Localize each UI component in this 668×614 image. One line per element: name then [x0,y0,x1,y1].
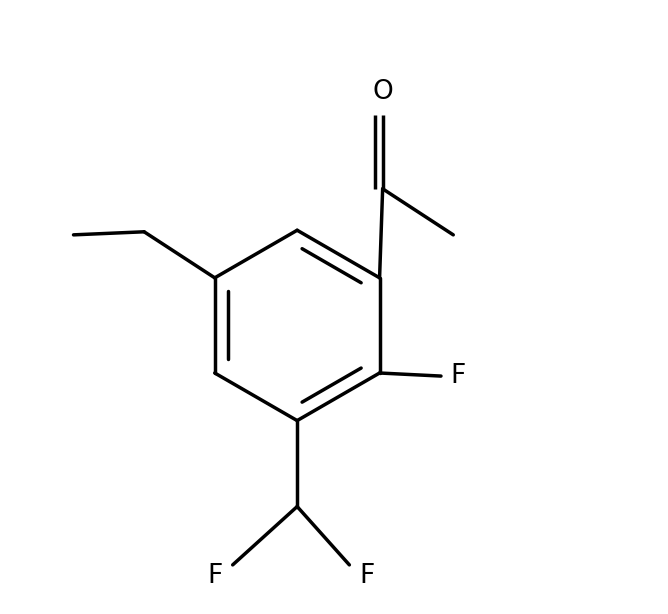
Text: O: O [372,79,393,105]
Text: F: F [359,563,374,589]
Text: F: F [208,563,223,589]
Text: F: F [450,363,466,389]
